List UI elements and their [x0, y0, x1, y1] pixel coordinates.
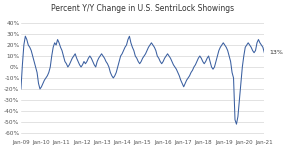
Title: Percent Y/Y Change in U.S. SentriLock Showings: Percent Y/Y Change in U.S. SentriLock Sh… — [51, 4, 234, 13]
Text: 13%: 13% — [269, 50, 283, 55]
